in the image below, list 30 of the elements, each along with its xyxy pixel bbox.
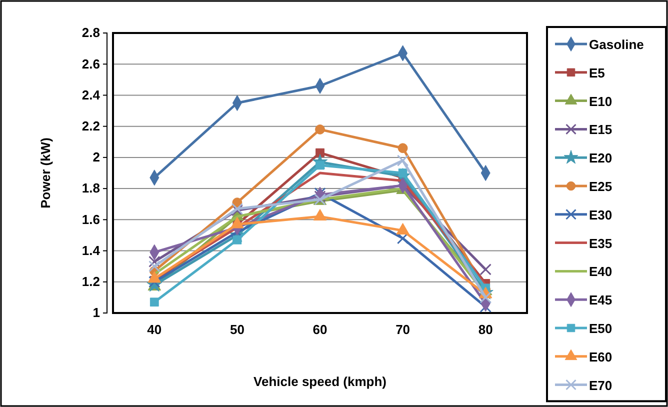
- legend-label: E10: [589, 94, 612, 109]
- y-tick-label: 1.8: [82, 180, 100, 196]
- legend-label: E70: [589, 378, 612, 393]
- legend-label: E15: [589, 122, 612, 138]
- y-tick-label: 2.6: [82, 56, 100, 72]
- y-tick-label: 2: [92, 150, 100, 165]
- legend-label: E5: [589, 65, 605, 80]
- legend-label: E30: [589, 207, 612, 222]
- legend-label: E60: [589, 349, 612, 364]
- y-axis-title: Power (kW): [38, 138, 53, 208]
- legend-label: E45: [589, 292, 612, 308]
- legend-label: E35: [589, 236, 612, 251]
- y-tick-label: 2.2: [82, 118, 100, 134]
- legend-label: E25: [589, 179, 612, 194]
- y-tick-label: 1.6: [82, 212, 100, 227]
- y-tick-label: 1.2: [82, 274, 100, 290]
- x-axis-title: Vehicle speed (kmph): [254, 374, 386, 389]
- x-tick-label: 50: [230, 322, 244, 338]
- y-tick-label: 2.4: [82, 87, 101, 102]
- legend-label: E50: [589, 321, 612, 336]
- y-tick-label: 1.4: [82, 242, 101, 258]
- legend-label: Gasoline: [589, 37, 644, 52]
- x-tick-label: 60: [312, 322, 328, 338]
- x-tick-label: 40: [147, 322, 162, 338]
- y-tick-label: 2.8: [82, 25, 100, 40]
- x-tick-label: 80: [478, 322, 493, 338]
- legend-label: E20: [589, 150, 612, 166]
- x-tick-label: 70: [396, 322, 410, 338]
- legend-label: E40: [589, 264, 612, 280]
- y-tick-label: 1: [92, 305, 100, 320]
